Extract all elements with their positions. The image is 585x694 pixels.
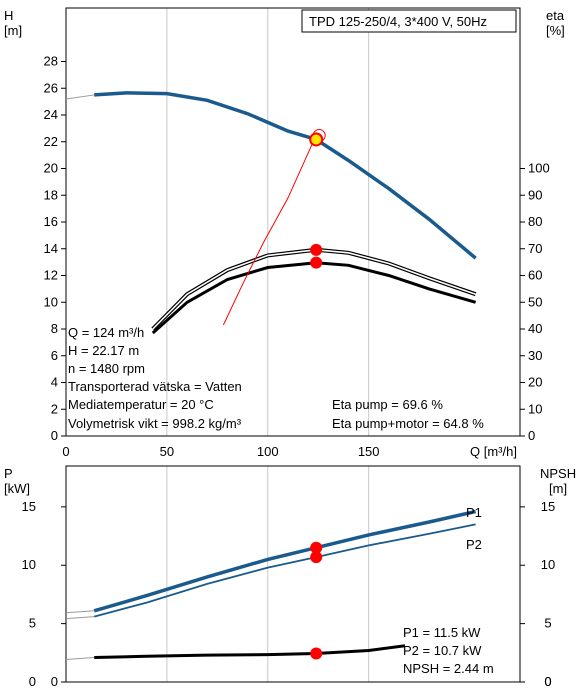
power-plot-duty-points (310, 541, 323, 660)
y-right-tick-label: 90 (528, 187, 542, 202)
y-tick-label: 18 (44, 187, 58, 202)
y-tick-label: 28 (44, 54, 58, 69)
y-tick-label: 15 (22, 499, 36, 514)
y-axis-unit-npsh: [m] (549, 481, 567, 496)
y-tick-label: 5 (29, 616, 36, 631)
npsh-curve (94, 644, 406, 659)
y-tick-label: 24 (44, 107, 58, 122)
p2-curve-extension (65, 616, 95, 620)
duty-info-left: Q = 124 m³/h H = 22.17 m n = 1480 rpm Tr… (68, 325, 242, 431)
info-eta-pump: Eta pump = 69.6 % (332, 397, 443, 412)
legend-label-p2: P2 (466, 537, 482, 552)
y-tick-label: 0 (51, 428, 58, 443)
y-right-tick-label: 0 (528, 428, 535, 443)
x-tick-label: 50 (160, 444, 174, 459)
info-density: Volymetrisk vikt = 998.2 kg/m³ (68, 416, 242, 431)
y-tick-label-zero: 0 (51, 674, 58, 689)
y-tick-label: 12 (44, 268, 58, 283)
x-tick-label: 150 (358, 444, 380, 459)
y-right-tick-label: 20 (528, 375, 542, 390)
title-box (301, 9, 517, 33)
y-right-tick-label: 60 (528, 268, 542, 283)
info-p2: P2 = 10.7 kW (403, 643, 482, 658)
y-right-tick-label: 40 (528, 321, 542, 336)
x-axis-label: Q [m³/h] (470, 444, 517, 459)
p1-curve (93, 509, 476, 613)
info-npsh: NPSH = 2.44 m (403, 661, 494, 676)
y-tick-label: 10 (22, 557, 36, 572)
y-axis-label-npsh: NPSH (540, 466, 576, 481)
y-axis-unit-power: [kW] (4, 481, 30, 496)
y-tick-label: 22 (44, 134, 58, 149)
npsh-curve-extension (65, 656, 95, 660)
head-plot-grid (166, 8, 370, 436)
y-tick-label: 26 (44, 80, 58, 95)
power-plot-frame (65, 465, 521, 683)
chart-title: TPD 125-250/4, 3*400 V, 50Hz (309, 14, 487, 29)
p1-curve-extension (65, 610, 95, 614)
x-tick-label: 100 (257, 444, 279, 459)
y-tick-label: 10 (44, 294, 58, 309)
duty-point-head (309, 132, 324, 147)
y-tick-label: 14 (44, 241, 58, 256)
info-eta-pump-motor: Eta pump+motor = 64.8 % (332, 416, 484, 431)
p2-curve (93, 523, 476, 618)
power-plot-grid (166, 466, 370, 682)
y-tick-label: 0 (29, 674, 36, 689)
y-right-tick-label: 30 (528, 348, 542, 363)
legend-label-p1: P1 (466, 505, 482, 520)
eta-pump-motor-curve (151, 261, 477, 335)
y-axis-label-eta: eta (546, 8, 565, 23)
info-liquid: Transporterad vätska = Vatten (68, 379, 242, 394)
head-curve-extension (65, 94, 95, 100)
duty-point-npsh (310, 647, 323, 660)
duty-point-p1 (310, 541, 323, 554)
y-right-tick-label: 15 (541, 499, 555, 514)
head-plot-duty-points (309, 128, 326, 269)
head-plot-series (65, 91, 477, 335)
duty-point-eta (310, 243, 323, 256)
y-right-tick-label-zero: 0 (544, 674, 551, 689)
y-right-tick-label: 0 (544, 674, 551, 689)
info-flow: Q = 124 m³/h (68, 325, 144, 340)
power-info: P1 = 11.5 kW P2 = 10.7 kW NPSH = 2.44 m (403, 625, 494, 676)
y-axis-unit-head: [m] (4, 23, 22, 38)
y-axis-label-head: H (4, 8, 13, 23)
y-axis-unit-eta: [%] (546, 23, 565, 38)
y-right-tick-label: 70 (528, 241, 542, 256)
info-head: H = 22.17 m (68, 343, 139, 358)
power-plot-series (65, 509, 476, 660)
iso-efficiency-line (222, 134, 317, 326)
info-temperature: Mediatemperatur = 20 °C (68, 397, 214, 412)
duty-info-right: Eta pump = 69.6 % Eta pump+motor = 64.8 … (332, 397, 484, 431)
y-right-tick-label: 100 (528, 161, 550, 176)
y-right-tick-label: 5 (544, 616, 551, 631)
y-tick-label: 20 (44, 161, 58, 176)
info-speed: n = 1480 rpm (68, 361, 145, 376)
duty-point-eta (310, 256, 323, 269)
y-right-tick-label: 50 (528, 294, 542, 309)
head-plot: TPD 125-250/4, 3*400 V, 50Hz H [m] eta [… (4, 7, 565, 460)
info-p1: P1 = 11.5 kW (403, 625, 481, 640)
y-right-tick-label: 80 (528, 214, 542, 229)
y-tick-label: 6 (51, 348, 58, 363)
y-tick-label: 4 (51, 375, 58, 390)
y-tick-label: 8 (51, 321, 58, 336)
y-tick-label: 16 (44, 214, 58, 229)
y-axis-label-power: P (4, 466, 13, 481)
y-right-tick-label: 10 (541, 557, 555, 572)
head-plot-ticks: 0 50 100 1500246810121416182022242628010203… (44, 54, 550, 460)
duty-point-p2 (310, 551, 323, 564)
x-tick-label: 0 (62, 444, 69, 459)
y-right-tick-label: 10 (528, 401, 542, 416)
y-tick-label: 2 (51, 401, 58, 416)
head-curve (94, 91, 477, 260)
